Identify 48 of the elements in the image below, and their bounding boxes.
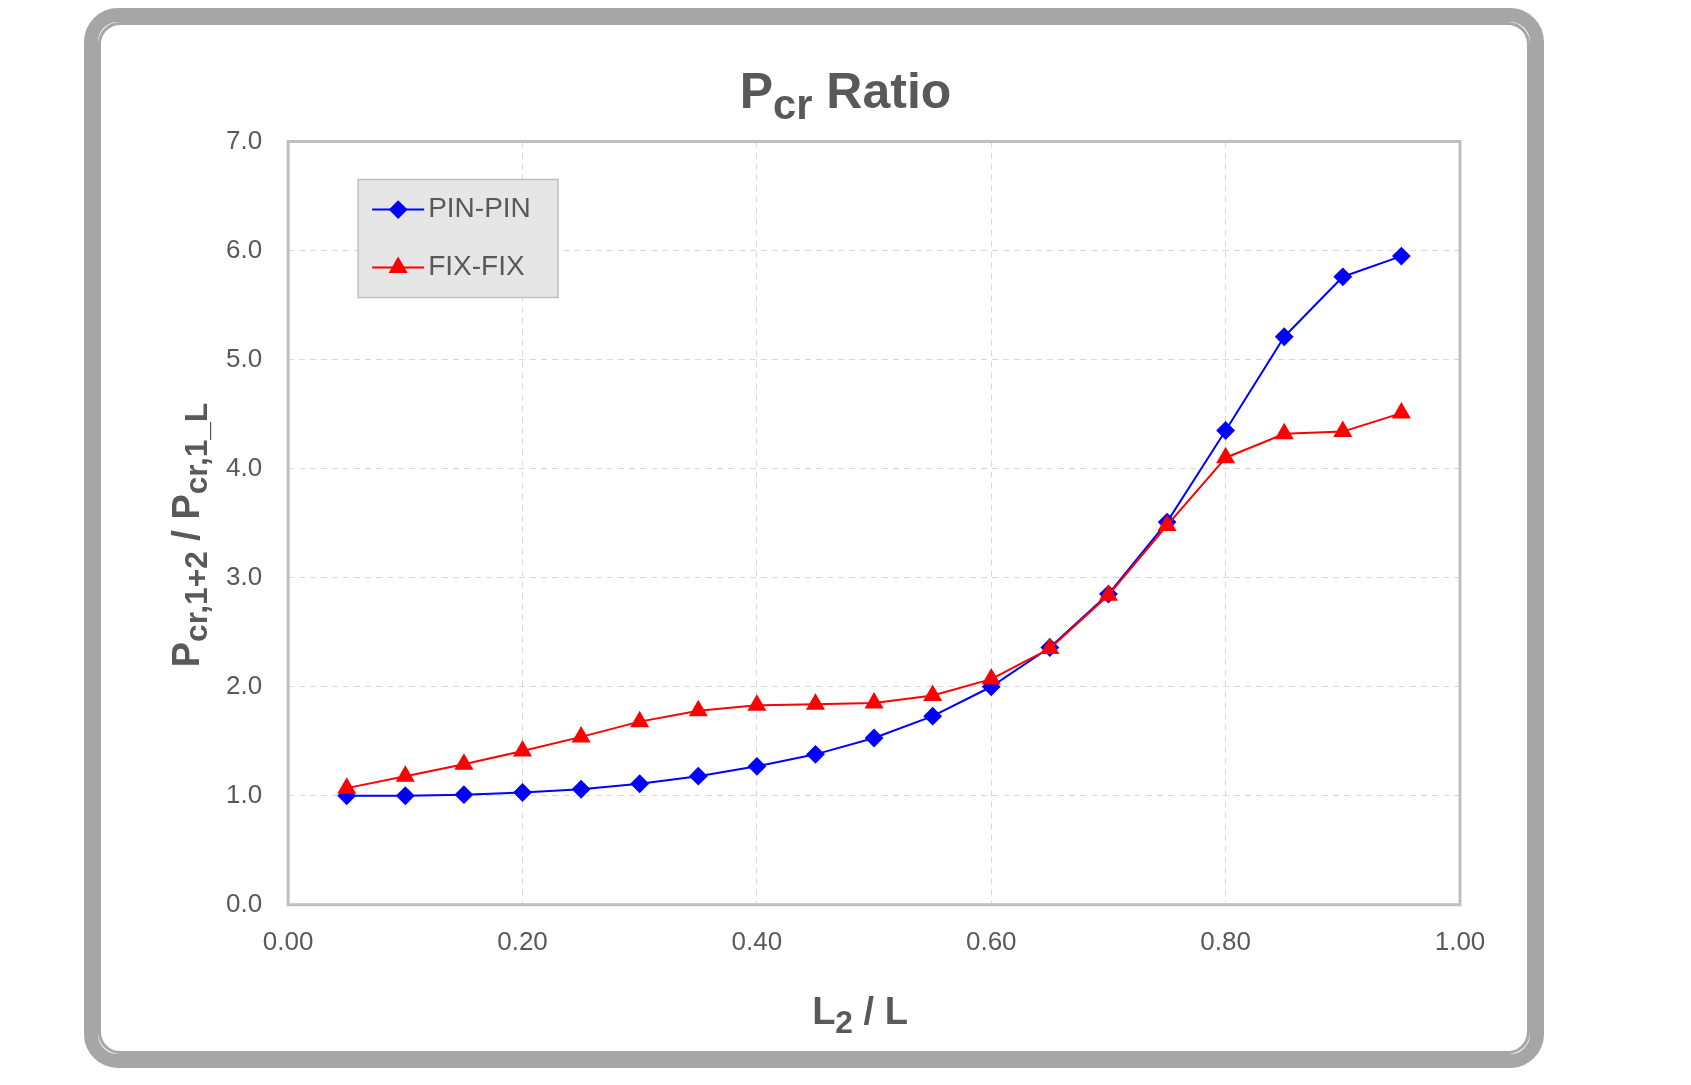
point xyxy=(689,700,708,717)
y-tick-label: 0.0 xyxy=(225,887,263,918)
point xyxy=(396,766,415,782)
point xyxy=(748,695,766,711)
point xyxy=(865,693,883,709)
point xyxy=(865,728,884,747)
point xyxy=(454,785,473,804)
point xyxy=(982,669,1001,685)
point xyxy=(1216,447,1235,464)
y-tick-label: 1.0 xyxy=(225,778,263,809)
point xyxy=(572,780,591,799)
point xyxy=(747,757,766,776)
point xyxy=(923,685,942,701)
point xyxy=(513,783,532,802)
x-tick-label: 1.00 xyxy=(1434,925,1486,956)
legend-label: PIN-PIN xyxy=(428,192,531,224)
x-tick-label: 0.20 xyxy=(497,925,548,956)
y-tick-label: 4.0 xyxy=(225,451,263,482)
point xyxy=(396,786,415,805)
x-tick-label: 0.00 xyxy=(262,925,314,956)
point xyxy=(1275,327,1294,346)
point xyxy=(1334,421,1352,438)
y-tick-label: 6.0 xyxy=(225,233,263,264)
y-tick-label: 2.0 xyxy=(225,669,263,700)
point xyxy=(1275,423,1294,440)
y-tick-label: 5.0 xyxy=(225,342,263,373)
y-tick-label: 7.0 xyxy=(225,124,263,155)
point xyxy=(630,711,649,728)
point xyxy=(689,767,708,786)
x-tick-label: 0.80 xyxy=(1200,925,1251,956)
point xyxy=(806,694,825,710)
point xyxy=(513,741,532,757)
x-tick-label: 0.40 xyxy=(731,925,783,956)
legend-label: FIX-FIX xyxy=(428,250,525,282)
point xyxy=(337,778,356,794)
x-axis-title: L$_{2}$ / L xyxy=(811,990,909,1041)
point xyxy=(1392,403,1411,419)
point xyxy=(1333,267,1352,286)
chart-title: P$_{cr}$ Ratio xyxy=(739,63,952,128)
point xyxy=(1392,247,1411,266)
point xyxy=(806,745,825,764)
x-tick-label: 0.60 xyxy=(965,925,1017,956)
point xyxy=(1216,421,1235,440)
point xyxy=(923,707,942,726)
point xyxy=(630,774,649,793)
point xyxy=(455,754,473,770)
point xyxy=(572,726,590,743)
y-tick-label: 3.0 xyxy=(225,560,263,591)
